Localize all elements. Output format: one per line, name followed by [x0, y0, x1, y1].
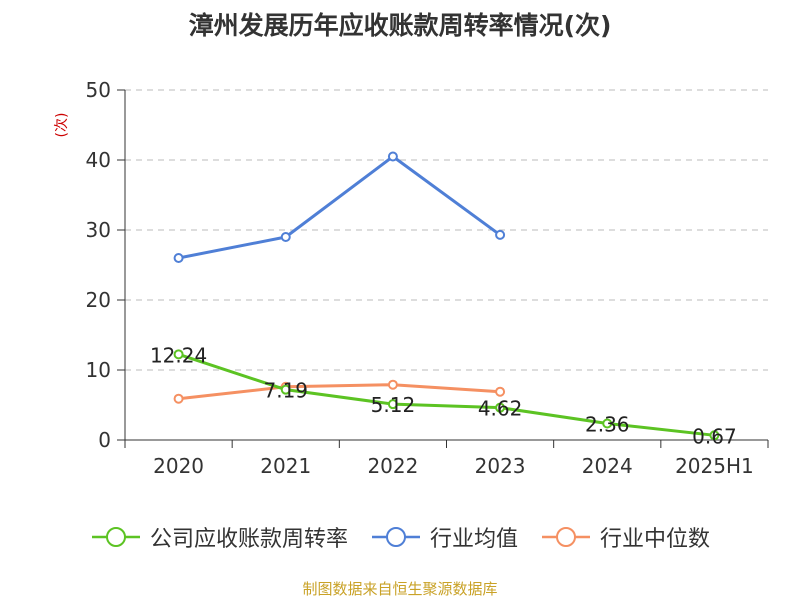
x-tick-label: 2023: [475, 454, 526, 478]
source-note: 制图数据来自恒生聚源数据库: [302, 580, 498, 598]
axes: 0 10 20 30 40 50 (次) 2020 2021 2022 2023 2024 2025H1: [54, 78, 769, 478]
legend-marker-icon: [371, 527, 420, 547]
data-label: 4.62: [478, 397, 523, 421]
y-axis-title: (次): [54, 113, 70, 138]
legend-marker-icon: [91, 527, 140, 547]
data-point: [173, 253, 184, 263]
x-tick-label: 2022: [367, 454, 418, 478]
data-point: [495, 386, 506, 397]
legend-label: 行业中位数: [600, 527, 711, 552]
legend: 公司应收账款周转率 行业均值 行业中位数: [0, 520, 800, 554]
y-tick-label: 20: [86, 288, 111, 312]
data-label: 5.12: [371, 393, 416, 417]
line-chart: 0 10 20 30 40 50 (次) 2020 2021 2022 2023 2024 2025H1…: [54, 78, 769, 478]
data-point: [280, 384, 291, 395]
data-point: [495, 402, 506, 413]
data-labels: 12.24 7.19 5.12 4.62 2.36 0.67: [150, 343, 737, 448]
y-tick-label: 50: [86, 78, 111, 102]
x-tick-label: 2024: [582, 454, 633, 478]
data-point: [602, 418, 613, 429]
series-lines: [173, 151, 720, 441]
data-point: [709, 430, 720, 441]
data-point: [387, 151, 398, 162]
y-tick-label: 40: [86, 148, 111, 172]
data-point: [280, 232, 291, 242]
y-tick-label: 30: [86, 218, 111, 242]
data-point: [387, 399, 398, 410]
legend-item[interactable]: 行业中位数: [540, 521, 710, 553]
data-point: [387, 379, 398, 390]
y-tick-label: 10: [86, 358, 111, 382]
data-point: [173, 393, 184, 404]
series-line: [178, 352, 715, 437]
data-point: [173, 349, 184, 360]
legend-label: 行业均值: [429, 527, 518, 552]
data-label: 12.24: [150, 343, 207, 367]
legend-marker-icon: [542, 527, 590, 547]
legend-item[interactable]: 公司应收账款周转率: [90, 521, 348, 553]
grid-lines: [125, 89, 768, 371]
data-label: 7.19: [263, 379, 308, 403]
x-tick-label: 2020: [153, 454, 204, 478]
data-label: 0.67: [692, 424, 737, 448]
series-line: [178, 383, 501, 401]
data-point: [495, 229, 506, 240]
x-tick-label: 2021: [260, 454, 311, 478]
data-label: 2.36: [585, 412, 630, 436]
y-tick-label: 0: [98, 428, 111, 452]
legend-item[interactable]: 行业均值: [370, 521, 518, 553]
x-tick-label: 2025H1: [675, 454, 754, 478]
series-line: [178, 155, 501, 260]
chart-title: 漳州发展历年应收账款周转率情况(次): [188, 11, 612, 40]
legend-label: 公司应收账款周转率: [149, 527, 348, 552]
